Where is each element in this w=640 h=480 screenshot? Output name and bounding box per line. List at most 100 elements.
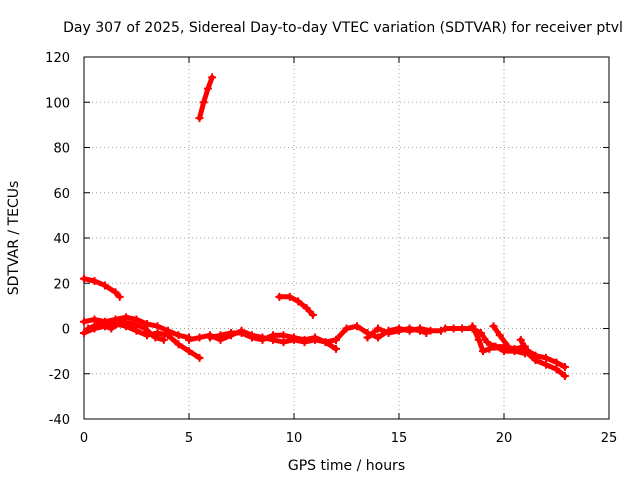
data-point (258, 335, 267, 344)
x-tick-label: 0 (80, 431, 88, 446)
data-point (80, 317, 88, 326)
data-point (405, 324, 414, 333)
data-point (560, 362, 569, 371)
data-point (279, 338, 288, 347)
data-point (353, 322, 361, 331)
data-point (495, 331, 504, 340)
data-point (107, 324, 116, 333)
data-point (130, 319, 139, 328)
y-tick-label: -20 (49, 368, 70, 383)
data-point (468, 322, 477, 331)
data-layer (80, 73, 569, 381)
data-point (90, 315, 99, 324)
data-point (552, 365, 561, 374)
data-point (174, 340, 183, 349)
y-tick-label: 60 (53, 187, 70, 202)
data-series-seg11 (442, 326, 528, 352)
data-point (489, 322, 498, 331)
data-point (479, 347, 487, 356)
data-point (208, 73, 217, 82)
data-point (80, 329, 88, 338)
data-point (111, 288, 120, 297)
data-point (174, 331, 183, 340)
data-series-seg3 (276, 294, 316, 318)
data-point (285, 292, 294, 301)
data-point (159, 335, 168, 344)
data-point (269, 331, 277, 340)
y-tick-label: -40 (49, 413, 70, 428)
data-point (363, 333, 372, 342)
data-point (132, 326, 141, 335)
data-point (227, 329, 235, 338)
data-series-seg1 (197, 74, 215, 121)
y-tick-label: 0 (62, 323, 70, 338)
data-point (216, 331, 225, 340)
data-point (560, 372, 569, 381)
data-point (491, 342, 500, 351)
data-point (300, 335, 309, 344)
y-tick-label: 20 (53, 277, 70, 292)
data-point (321, 338, 330, 347)
data-point (542, 353, 550, 362)
data-point (302, 304, 311, 313)
data-point (151, 333, 160, 342)
data-point (426, 326, 435, 335)
y-axis-label: SDTVAR / TECUs (6, 181, 22, 296)
tick-layer: 0 5 10 15 20 25 -40 -20 0 20 40 60 80 100 120 (45, 51, 617, 446)
data-point (311, 333, 319, 342)
data-point (384, 329, 393, 338)
x-tick-label: 20 (496, 431, 513, 446)
y-tick-label: 120 (45, 51, 70, 66)
data-point (84, 324, 93, 333)
data-point (115, 292, 124, 301)
data-point (185, 347, 193, 356)
data-point (203, 84, 212, 93)
data-point (164, 331, 172, 340)
data-point (485, 344, 494, 353)
data-point (342, 324, 351, 333)
data-point (416, 326, 424, 335)
y-tick-label: 80 (53, 142, 70, 157)
data-point (437, 326, 445, 335)
x-tick-label: 15 (391, 431, 408, 446)
data-point (441, 324, 450, 333)
data-point (290, 333, 298, 342)
y-tick-label: 100 (45, 96, 70, 111)
data-point (195, 353, 204, 362)
chart-title: Day 307 of 2025, Sidereal Day-to-day VTE… (63, 20, 623, 36)
data-point (143, 319, 151, 328)
data-point (94, 319, 103, 328)
data-point (90, 276, 99, 285)
data-point (552, 358, 561, 367)
data-point (153, 322, 162, 331)
data-point (521, 347, 529, 356)
x-axis-label: GPS time / hours (288, 458, 405, 474)
data-point (510, 347, 519, 356)
data-point (374, 333, 382, 342)
data-point (279, 331, 288, 340)
data-point (422, 329, 431, 338)
data-point (206, 333, 214, 342)
data-point (248, 333, 256, 342)
data-point (294, 297, 303, 306)
data-point (504, 342, 513, 351)
data-point (332, 335, 340, 344)
data-point (474, 335, 483, 344)
data-point (195, 114, 204, 123)
data-point (275, 292, 284, 301)
data-point (458, 324, 466, 333)
data-point (185, 335, 193, 344)
y-tick-label: 40 (53, 232, 70, 247)
data-point (199, 98, 208, 107)
x-tick-label: 25 (601, 431, 618, 446)
data-point (140, 324, 149, 333)
x-tick-label: 10 (286, 431, 303, 446)
data-point (449, 324, 458, 333)
x-tick-label: 5 (185, 431, 193, 446)
data-point (308, 310, 317, 319)
data-point (332, 344, 340, 353)
data-point (374, 324, 382, 333)
plot-frame (83, 56, 610, 420)
data-point (117, 317, 126, 326)
